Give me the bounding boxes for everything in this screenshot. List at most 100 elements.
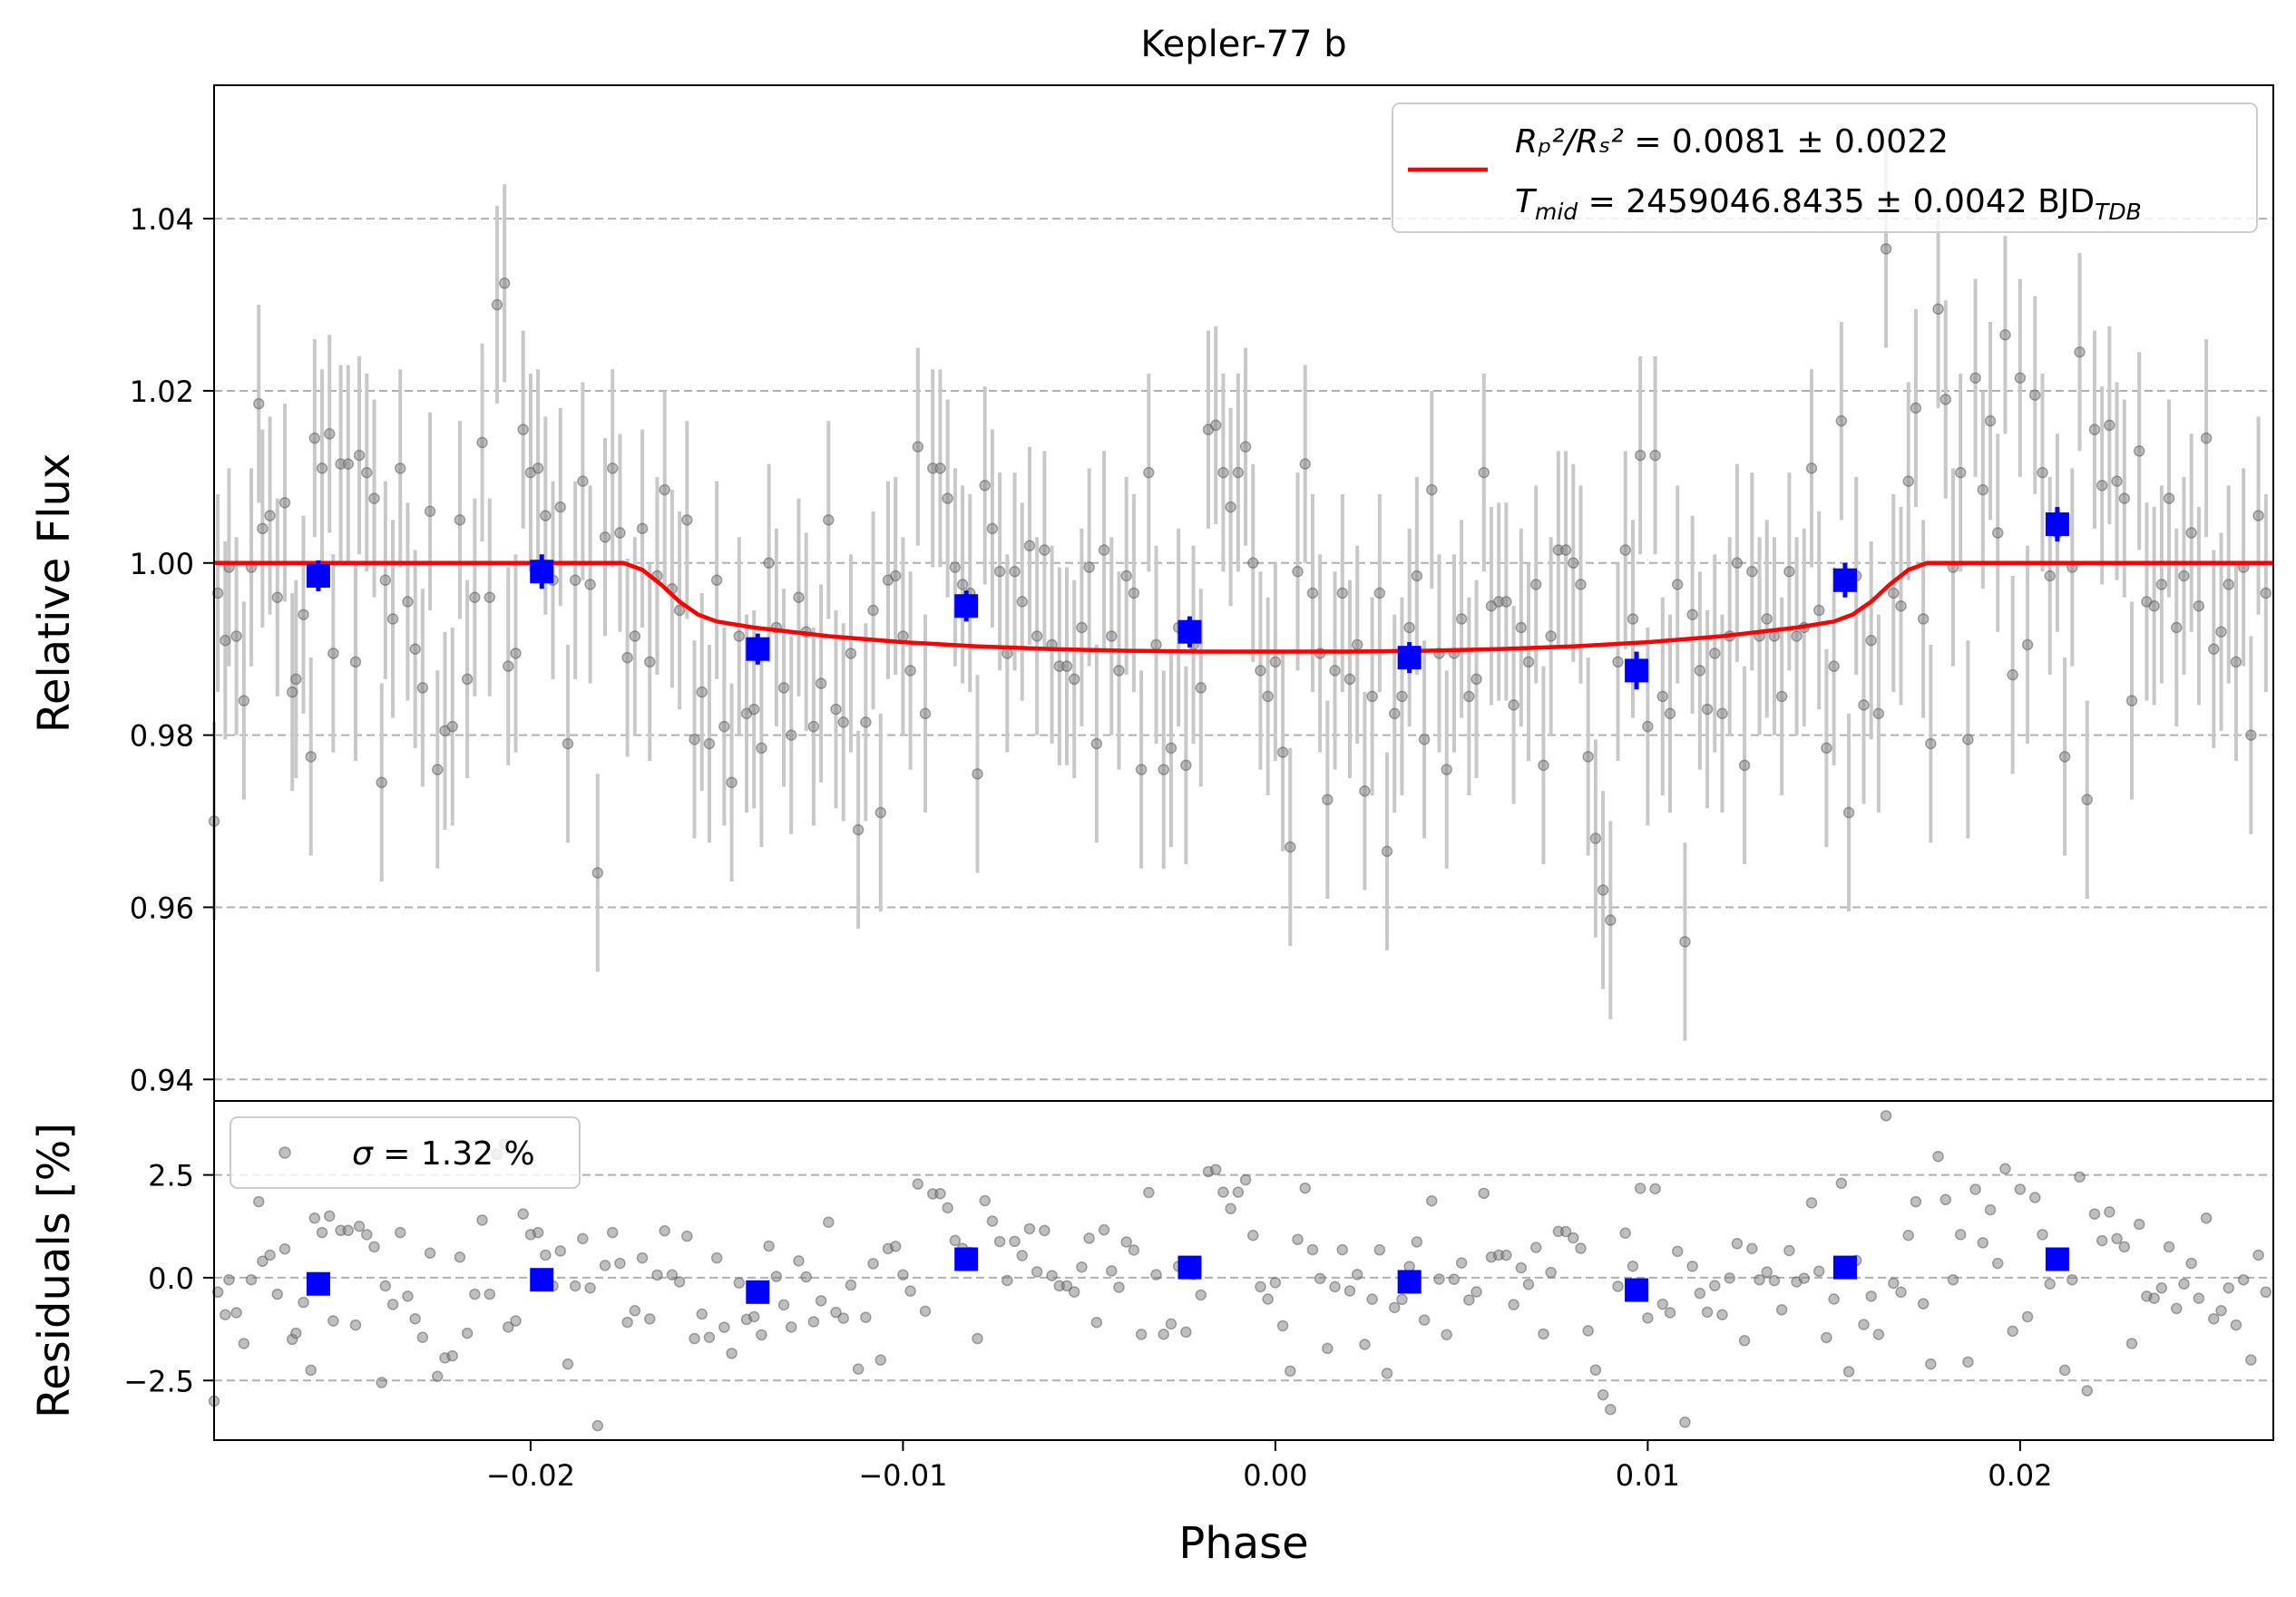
flux-y-tick-label: 0.98 <box>130 719 194 754</box>
flux-data-point <box>1463 690 1475 703</box>
residual-data-point <box>230 1307 242 1319</box>
residual-data-point <box>1724 1272 1735 1284</box>
flux-data-point <box>264 510 276 521</box>
residual-data-point <box>1314 1272 1326 1285</box>
phase-x-tick-label: 0.02 <box>1988 1458 2052 1493</box>
residual-data-point <box>368 1241 380 1253</box>
residual-data-point <box>710 1251 723 1264</box>
residual-data-point <box>532 1226 544 1239</box>
residual-data-point <box>316 1226 328 1239</box>
residual-data-point <box>756 1329 767 1341</box>
residual-data-point <box>1396 1293 1408 1306</box>
flux-data-point <box>1738 759 1751 772</box>
residual-data-point <box>1299 1182 1311 1194</box>
flux-data-point <box>956 579 969 590</box>
flux-data-point <box>446 720 458 733</box>
flux-data-point <box>1597 884 1609 896</box>
flux-data-point <box>2058 751 2071 763</box>
residual-data-point <box>1605 1403 1617 1416</box>
flux-data-point <box>1679 936 1691 948</box>
flux-data-point <box>1366 690 1378 703</box>
residuals-legend-marker <box>278 1146 291 1159</box>
residual-data-point <box>1403 1261 1415 1272</box>
flux-y-axis: 0.94 0.96 0.98 1.00 1.02 1.04 <box>130 202 214 1097</box>
flux-data-point <box>1939 394 1952 405</box>
phase-x-tick-label: −0.02 <box>486 1458 575 1493</box>
residual-data-point <box>2155 1282 2168 1294</box>
residual-data-point <box>361 1229 373 1241</box>
residuals-y-tick-label: 2.5 <box>148 1159 194 1193</box>
residual-data-point <box>1046 1270 1058 1281</box>
residual-data-point <box>1746 1242 1758 1254</box>
flux-data-point <box>1135 764 1148 775</box>
residual-data-point <box>1977 1237 1989 1249</box>
flux-data-point <box>659 483 670 496</box>
residual-data-point <box>1649 1183 1661 1195</box>
residual-data-point <box>2223 1282 2234 1294</box>
residual-data-point <box>2185 1257 2197 1270</box>
flux-data-point <box>1225 501 1236 513</box>
flux-data-point <box>2252 510 2264 521</box>
residual-data-point <box>2230 1319 2242 1331</box>
flux-y-tick-label: 1.04 <box>130 202 194 237</box>
residual-binned-point <box>1397 1270 1422 1294</box>
flux-data-point <box>1508 699 1519 711</box>
residual-data-point <box>409 1313 421 1325</box>
residual-data-point <box>1821 1331 1832 1344</box>
flux-data-point <box>1538 759 1549 772</box>
flux-data-point <box>2193 599 2205 612</box>
residual-data-point <box>1500 1249 1512 1261</box>
residual-data-point <box>1448 1273 1461 1285</box>
flux-data-point <box>1262 690 1274 703</box>
residual-data-point <box>2021 1310 2034 1323</box>
residual-data-point <box>2074 1171 2086 1183</box>
flux-data-point <box>1612 656 1624 668</box>
flux-data-point <box>1529 579 1542 590</box>
flux-data-point <box>1582 751 1594 763</box>
residual-data-point <box>1165 1318 1177 1330</box>
residual-data-point <box>703 1331 716 1344</box>
flux-data-point <box>2125 695 2138 706</box>
flux-data-point <box>1731 557 1744 570</box>
flux-data-point <box>1239 441 1252 453</box>
residual-data-point <box>2200 1212 2213 1224</box>
residual-data-point <box>2066 1273 2078 1286</box>
residual-data-point <box>934 1187 946 1200</box>
flux-data-point <box>591 867 604 879</box>
flux-data-point <box>993 566 1006 578</box>
flux-legend-depth-symbol: Rₚ²/Rₛ² <box>1515 123 1624 161</box>
flux-binned-point <box>746 637 770 661</box>
residual-data-point <box>1582 1325 1594 1337</box>
residual-data-point <box>666 1269 679 1281</box>
residual-data-point <box>786 1321 797 1333</box>
residual-data-point <box>257 1255 269 1268</box>
residual-data-point <box>1962 1356 1974 1368</box>
flux-data-point <box>2200 432 2213 444</box>
flux-data-point <box>2155 579 2168 590</box>
residual-data-point <box>1076 1261 1088 1273</box>
residual-data-point <box>591 1419 604 1432</box>
residual-binned-point <box>1625 1278 1649 1302</box>
flux-data-point <box>1418 734 1431 745</box>
flux-data-point <box>308 432 321 444</box>
flux-data-point <box>1656 690 1669 703</box>
flux-data-point <box>1954 466 1967 479</box>
flux-data-point <box>1359 785 1371 797</box>
flux-data-point <box>2074 346 2086 358</box>
residual-data-point <box>1031 1266 1043 1278</box>
flux-data-point <box>614 527 626 539</box>
residual-data-point <box>1984 1203 1997 1216</box>
flux-data-point <box>1812 604 1825 617</box>
residual-data-point <box>1716 1309 1728 1320</box>
residual-data-point <box>2111 1232 2123 1245</box>
residual-data-point <box>1009 1235 1021 1248</box>
flux-legend-line-1: Rₚ²/Rₛ² = 0.0081 ± 0.0022 <box>1515 123 1949 161</box>
residual-data-point <box>1001 1274 1013 1287</box>
residual-data-point <box>763 1240 775 1252</box>
residual-data-point <box>2208 1313 2220 1325</box>
residual-data-point <box>379 1280 392 1292</box>
residual-data-point <box>517 1208 529 1220</box>
residual-data-point <box>1701 1306 1714 1319</box>
residual-data-point <box>1559 1225 1572 1238</box>
flux-data-point <box>1023 540 1036 552</box>
